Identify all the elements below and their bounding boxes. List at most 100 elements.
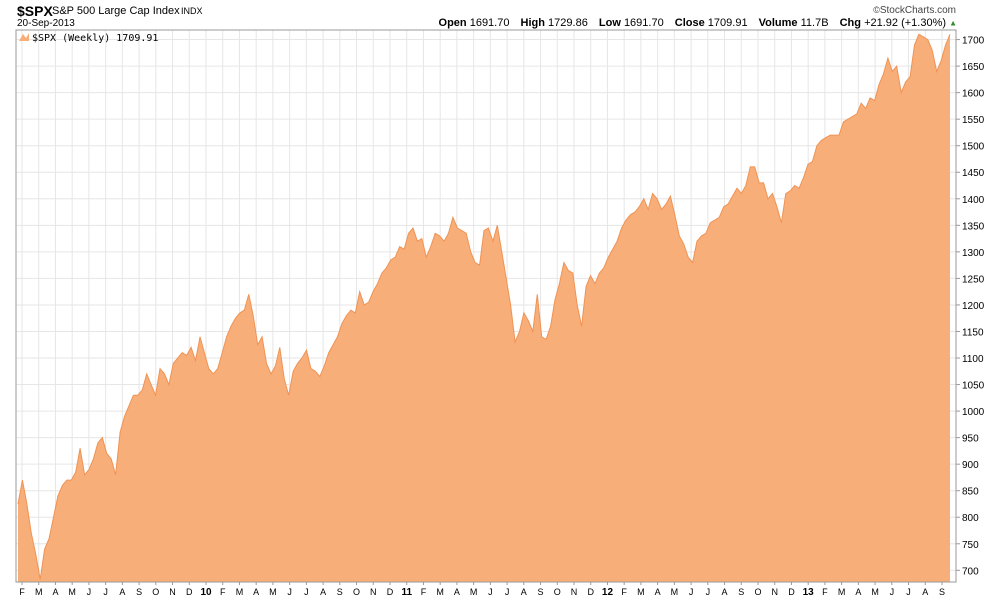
y-tick-label: 950 xyxy=(962,434,979,445)
y-tick-label: 700 xyxy=(962,566,979,577)
x-tick-label: J xyxy=(505,587,510,597)
y-tick-label: 1250 xyxy=(962,274,985,285)
x-tick-label: S xyxy=(939,587,945,597)
brand-watermark: ©StockCharts.com xyxy=(873,5,956,16)
legend: $SPX (Weekly) 1709.91 xyxy=(19,33,158,44)
x-tick-label: O xyxy=(353,587,360,597)
quote-summary: Open 1691.70 High 1729.86 Low 1691.70 Cl… xyxy=(439,17,957,29)
x-tick-label: 12 xyxy=(602,587,614,598)
x-tick-label: A xyxy=(655,587,661,597)
high-label: High xyxy=(520,17,545,29)
area-series-icon xyxy=(19,33,29,41)
x-tick-label: A xyxy=(855,587,861,597)
brand-name: StockCharts.com xyxy=(879,5,956,16)
open-label: Open xyxy=(438,17,467,29)
y-tick-label: 1500 xyxy=(962,142,985,153)
plot-frame xyxy=(15,29,957,583)
y-tick-label: 1200 xyxy=(962,301,985,312)
x-tick-label: A xyxy=(253,587,259,597)
x-tick-label: M xyxy=(236,587,244,597)
close-label: Close xyxy=(674,17,705,29)
y-tick-label: 750 xyxy=(962,540,979,551)
x-tick-label: S xyxy=(337,587,343,597)
x-tick-label: J xyxy=(287,587,292,597)
x-tick-label: M xyxy=(671,587,679,597)
x-tick-label: D xyxy=(587,587,594,597)
change-label: Chg xyxy=(839,17,861,29)
index-name: S&P 500 Large Cap Index xyxy=(52,5,180,17)
y-tick-label: 800 xyxy=(962,513,979,524)
y-tick-label: 1350 xyxy=(962,221,985,232)
x-tick-label: J xyxy=(689,587,694,597)
y-axis: 700 750 800 850 900 950 1000 1050 1100 1150 1200 12… xyxy=(956,36,985,577)
y-tick-label: 850 xyxy=(962,487,979,498)
x-tick-label: F xyxy=(822,587,828,597)
exchange-label: INDX xyxy=(181,6,203,16)
x-tick-label: D xyxy=(186,587,193,597)
x-tick-label: F xyxy=(19,587,25,597)
x-tick-label: M xyxy=(68,587,76,597)
x-tick-label: M xyxy=(269,587,277,597)
chart-date: 20-Sep-2013 xyxy=(17,18,75,29)
x-tick-label: F xyxy=(220,587,226,597)
y-tick-label: 1650 xyxy=(962,62,985,73)
x-tick-label: M xyxy=(470,587,478,597)
y-tick-label: 1700 xyxy=(962,36,985,47)
x-tick-label: A xyxy=(320,587,326,597)
x-tick-label: N xyxy=(169,587,176,597)
change-value: +21.92 (+1.30%) xyxy=(864,17,947,29)
x-tick-label: N xyxy=(771,587,778,597)
x-tick-label: A xyxy=(922,587,928,597)
y-tick-label: 1550 xyxy=(962,115,985,126)
low-label: Low xyxy=(598,17,621,29)
volume-value: 11.7B xyxy=(800,17,829,29)
y-tick-label: 1600 xyxy=(962,89,985,100)
x-tick-label: J xyxy=(706,587,711,597)
price-line xyxy=(17,33,951,580)
y-tick-label: 1300 xyxy=(962,248,985,259)
y-tick-label: 1100 xyxy=(962,354,984,365)
x-tick-label: O xyxy=(754,587,761,597)
copyright-icon: © xyxy=(873,5,880,15)
x-tick-label: D xyxy=(788,587,795,597)
x-tick-label: O xyxy=(152,587,159,597)
x-tick-label: 10 xyxy=(200,587,212,598)
high-value: 1729.86 xyxy=(548,17,588,29)
x-tick-label: A xyxy=(454,587,460,597)
legend-label: $SPX (Weekly) 1709.91 xyxy=(32,33,158,44)
x-tick-label: N xyxy=(571,587,578,597)
x-tick-label: A xyxy=(521,587,527,597)
y-tick-label: 900 xyxy=(962,460,979,471)
x-tick-label: 11 xyxy=(401,587,412,598)
x-tick-label: M xyxy=(838,587,846,597)
x-tick-label: D xyxy=(387,587,394,597)
x-tick-label: F xyxy=(421,587,427,597)
x-tick-label: J xyxy=(304,587,309,597)
x-tick-label: J xyxy=(103,587,108,597)
x-tick-label: M xyxy=(35,587,43,597)
up-triangle-icon: ▲ xyxy=(949,18,957,28)
x-tick-label: F xyxy=(621,587,627,597)
x-tick-label: N xyxy=(370,587,377,597)
x-tick-label: 13 xyxy=(803,587,815,598)
x-tick-label: M xyxy=(637,587,645,597)
price-area xyxy=(18,34,950,582)
y-tick-label: 1000 xyxy=(962,407,985,418)
x-tick-label: S xyxy=(738,587,744,597)
x-tick-label: S xyxy=(538,587,544,597)
y-tick-label: 1050 xyxy=(962,381,985,392)
x-tick-label: M xyxy=(436,587,444,597)
x-axis: F M A M J J A S O N D 10 F M A M J J A S O N D 11 F M A M J J A S O N D 12 F… xyxy=(19,582,945,598)
x-tick-label: O xyxy=(554,587,561,597)
x-tick-label: A xyxy=(722,587,728,597)
x-tick-label: J xyxy=(906,587,911,597)
close-value: 1709.91 xyxy=(707,17,748,29)
x-tick-label: S xyxy=(136,587,142,597)
x-tick-label: J xyxy=(87,587,92,597)
y-tick-label: 1150 xyxy=(962,327,984,338)
open-value: 1691.70 xyxy=(469,17,510,29)
volume-label: Volume xyxy=(758,17,798,29)
x-tick-label: J xyxy=(890,587,895,597)
x-tick-label: J xyxy=(488,587,493,597)
